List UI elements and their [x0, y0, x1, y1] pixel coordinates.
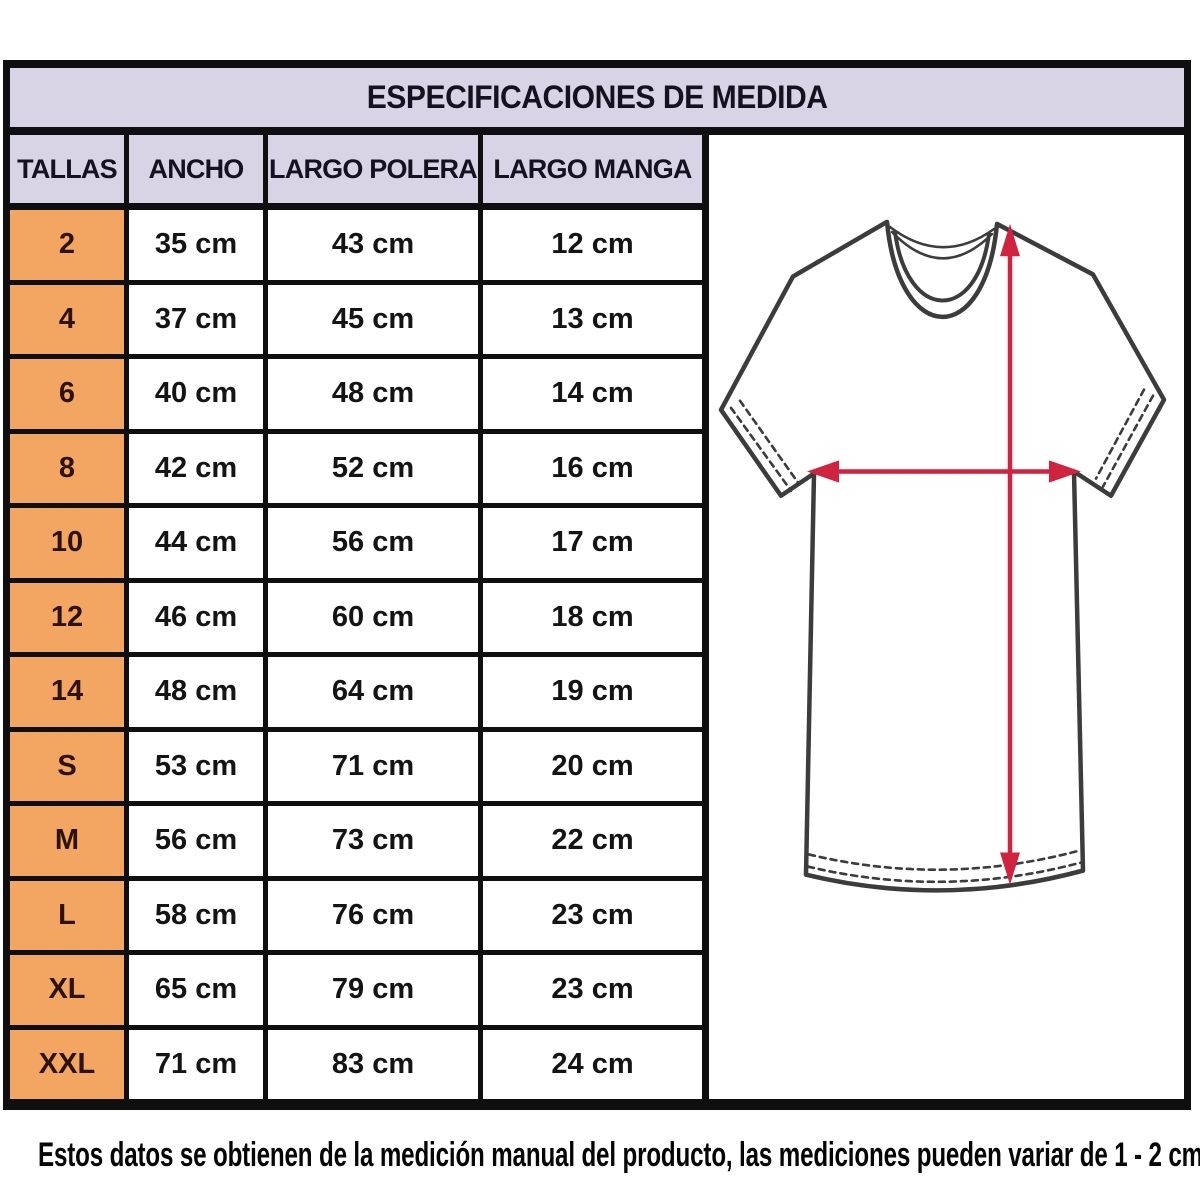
header-tallas: TALLAS [10, 135, 129, 203]
cell-ancho: 46 cm [129, 582, 268, 652]
cell-largo-manga: 13 cm [483, 284, 702, 354]
table-row: 6 40 cm 48 cm 14 cm [10, 359, 702, 434]
length-arrow [1000, 223, 1020, 885]
cell-talla: L [10, 880, 129, 950]
cell-talla: 14 [10, 657, 129, 727]
cell-ancho: 40 cm [129, 359, 268, 429]
cell-ancho: 35 cm [129, 210, 268, 280]
cell-largo-polera: 56 cm [268, 508, 483, 578]
cell-largo-polera: 73 cm [268, 806, 483, 876]
cell-largo-manga: 23 cm [483, 880, 702, 950]
width-arrow [807, 460, 1081, 483]
cell-largo-manga: 20 cm [483, 731, 702, 801]
cell-largo-manga: 17 cm [483, 508, 702, 578]
cell-talla: XL [10, 955, 129, 1025]
table-row: L 58 cm 76 cm 23 cm [10, 880, 702, 955]
measurement-note: Estos datos se obtienen de la medición m… [38, 1136, 1200, 1174]
collar-inner-line [893, 229, 991, 303]
cell-ancho: 71 cm [129, 1029, 268, 1099]
cell-largo-polera: 76 cm [268, 880, 483, 950]
table-row: M 56 cm 73 cm 22 cm [10, 806, 702, 881]
spec-sheet: ESPECIFICACIONES DE MEDIDA TALLAS ANCHO … [3, 60, 1191, 1110]
cell-largo-manga: 19 cm [483, 657, 702, 727]
cell-largo-polera: 60 cm [268, 582, 483, 652]
tshirt-measurement-diagram-icon [718, 219, 1167, 893]
table-row: 8 42 cm 52 cm 16 cm [10, 433, 702, 508]
cell-largo-manga: 23 cm [483, 955, 702, 1025]
cell-talla: S [10, 731, 129, 801]
sleeve-stitching [729, 388, 1155, 493]
table-body: 2 35 cm 43 cm 12 cm 4 37 cm 45 cm 13 cm … [10, 210, 702, 1099]
table-row: S 53 cm 71 cm 20 cm [10, 731, 702, 806]
cell-talla: 12 [10, 582, 129, 652]
header-ancho: ANCHO [129, 135, 268, 203]
cell-largo-polera: 79 cm [268, 955, 483, 1025]
collar-back-seam [888, 225, 996, 249]
cell-largo-polera: 43 cm [268, 210, 483, 280]
page-title: ESPECIFICACIONES DE MEDIDA [366, 79, 828, 115]
diagram-panel [702, 135, 1184, 1099]
cell-ancho: 53 cm [129, 731, 268, 801]
cell-largo-polera: 48 cm [268, 359, 483, 429]
table-row: 4 37 cm 45 cm 13 cm [10, 284, 702, 359]
cell-ancho: 37 cm [129, 284, 268, 354]
table-row: 10 44 cm 56 cm 17 cm [10, 508, 702, 583]
table-header-row: TALLAS ANCHO LARGO POLERA LARGO MANGA [10, 135, 702, 210]
cell-largo-polera: 64 cm [268, 657, 483, 727]
table-row: 2 35 cm 43 cm 12 cm [10, 210, 702, 285]
cell-largo-manga: 22 cm [483, 806, 702, 876]
tshirt-outline [718, 219, 1167, 893]
cell-largo-polera: 52 cm [268, 433, 483, 503]
cell-largo-polera: 71 cm [268, 731, 483, 801]
cell-ancho: 58 cm [129, 880, 268, 950]
table-row: 12 46 cm 60 cm 18 cm [10, 582, 702, 657]
cell-largo-polera: 45 cm [268, 284, 483, 354]
cell-largo-manga: 18 cm [483, 582, 702, 652]
sheet-body: TALLAS ANCHO LARGO POLERA LARGO MANGA 2 … [10, 135, 1184, 1099]
cell-ancho: 42 cm [129, 433, 268, 503]
table-row: XL 65 cm 79 cm 23 cm [10, 955, 702, 1030]
cell-ancho: 65 cm [129, 955, 268, 1025]
size-table: TALLAS ANCHO LARGO POLERA LARGO MANGA 2 … [10, 135, 702, 1099]
cell-ancho: 44 cm [129, 508, 268, 578]
header-largo-polera: LARGO POLERA [268, 135, 483, 203]
cell-largo-manga: 16 cm [483, 433, 702, 503]
cell-talla: 2 [10, 210, 129, 280]
cell-largo-polera: 83 cm [268, 1029, 483, 1099]
cell-talla: 8 [10, 433, 129, 503]
header-largo-manga: LARGO MANGA [483, 135, 702, 203]
hem-stitching [806, 849, 1083, 884]
cell-largo-manga: 24 cm [483, 1029, 702, 1099]
cell-ancho: 56 cm [129, 806, 268, 876]
cell-talla: 6 [10, 359, 129, 429]
title-bar: ESPECIFICACIONES DE MEDIDA [10, 68, 1184, 135]
cell-ancho: 48 cm [129, 657, 268, 727]
cell-talla: 10 [10, 508, 129, 578]
collar-back-seam [890, 230, 994, 260]
table-row: 14 48 cm 64 cm 19 cm [10, 657, 702, 732]
cell-talla: M [10, 806, 129, 876]
cell-largo-manga: 12 cm [483, 210, 702, 280]
cell-largo-manga: 14 cm [483, 359, 702, 429]
table-row: XXL 71 cm 83 cm 24 cm [10, 1029, 702, 1099]
cell-talla: XXL [10, 1029, 129, 1099]
cell-talla: 4 [10, 284, 129, 354]
